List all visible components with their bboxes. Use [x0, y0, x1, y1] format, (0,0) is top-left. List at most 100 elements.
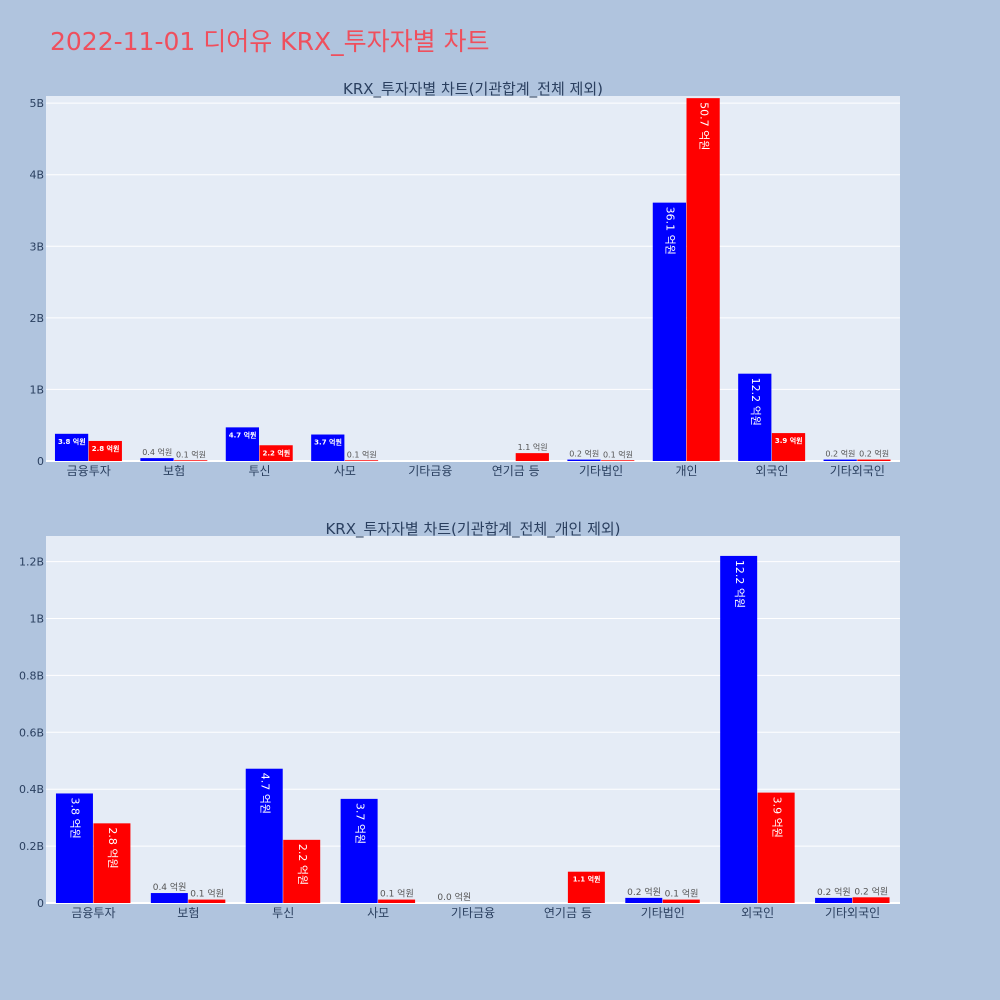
sell-bar	[259, 445, 293, 461]
data-label: 4.7 억원	[229, 430, 257, 439]
x-tick-label: 사모	[367, 906, 389, 920]
sell-bar	[515, 453, 549, 461]
buy-bar	[340, 798, 378, 903]
data-label: 0.4 억원	[153, 881, 187, 893]
buy-bar	[823, 459, 857, 461]
buy-bar	[140, 458, 174, 461]
buy-bar	[567, 459, 601, 461]
sell-bar	[662, 899, 700, 903]
data-label: 3.9 억원	[775, 436, 803, 445]
buy-bar	[245, 768, 283, 903]
sell-bar	[174, 460, 208, 461]
x-tick-label: 투신	[248, 464, 270, 478]
chart-title: KRX_투자자별 차트(기관합계_전체 제외)	[343, 80, 603, 99]
data-label: 0.1 억원	[347, 449, 377, 459]
buy-bar	[150, 893, 188, 903]
buy-bar	[652, 202, 686, 461]
chart-title: KRX_투자자별 차트(기관합계_전체_개인 제외)	[325, 520, 620, 539]
sell-bar	[88, 440, 122, 461]
chart-all-investors: KRX_투자자별 차트(기관합계_전체 제외) 0 1B 2B 3B 4B 5B 금융투자 3.…	[29, 80, 900, 478]
x-tick-label: 연기금 등	[544, 906, 592, 920]
x-tick-label: 사모	[334, 464, 356, 478]
x-tick-label: 금융투자	[71, 906, 115, 920]
data-label: 0.1 억원	[190, 888, 224, 900]
data-label: 3.7 억원	[353, 803, 366, 844]
sell-bar	[757, 792, 795, 903]
buy-bar	[625, 897, 663, 903]
page-title: 2022-11-01 디어유 KRX_투자자별 차트	[50, 27, 490, 56]
y-tick-label: 5B	[29, 97, 44, 110]
data-label: 2.2 억원	[263, 448, 291, 457]
data-label: 2.8 억원	[106, 827, 119, 868]
sell-bar	[378, 899, 416, 903]
data-label: 0.2 억원	[859, 449, 889, 459]
y-tick-label: 0	[37, 897, 44, 910]
sell-bar	[283, 839, 321, 903]
sell-bar	[601, 460, 635, 461]
data-label: 0.2 억원	[854, 885, 888, 897]
data-label: 3.9 억원	[770, 797, 783, 838]
x-tick-label: 연기금 등	[492, 464, 540, 478]
y-tick-label: 1B	[29, 613, 44, 626]
data-label: 0.1 억원	[665, 888, 699, 900]
x-tick-label: 보험	[177, 906, 199, 920]
y-tick-label: 4B	[29, 169, 44, 182]
sell-bar	[93, 823, 131, 903]
data-label: 0.4 억원	[142, 447, 172, 457]
data-label: 2.8 억원	[92, 444, 120, 453]
sell-bar	[344, 460, 379, 461]
y-tick-label: 0.4B	[19, 783, 44, 796]
buy-bar	[225, 427, 259, 461]
x-tick-label: 투신	[272, 906, 294, 920]
data-label: 0.2 억원	[569, 449, 599, 459]
buy-bar	[815, 897, 853, 903]
data-label: 0.2 억원	[817, 886, 851, 898]
x-tick-label: 금융투자	[67, 464, 111, 478]
buy-bar	[54, 433, 89, 461]
data-label: 12.2 억원	[733, 560, 746, 608]
sell-bar	[686, 98, 720, 461]
y-tick-label: 1B	[29, 383, 44, 396]
data-label: 1.1 억원	[573, 875, 601, 884]
data-label: 3.8 억원	[69, 797, 82, 838]
data-label: 36.1 억원	[664, 207, 677, 255]
y-tick-label: 0.8B	[19, 669, 44, 682]
data-label: 1.1 억원	[518, 442, 548, 452]
plot-area	[46, 96, 900, 461]
buy-bar	[720, 555, 758, 903]
x-tick-label: 개인	[675, 464, 697, 478]
data-label: 4.7 억원	[258, 773, 271, 814]
x-tick-label: 기타외국인	[825, 906, 880, 920]
sell-bar	[852, 897, 890, 903]
x-tick-label: 외국인	[755, 464, 788, 478]
x-tick-label: 보험	[163, 464, 185, 478]
y-tick-label: 2B	[29, 312, 44, 325]
x-tick-label: 기타법인	[641, 906, 685, 920]
y-tick-label: 0	[37, 455, 44, 468]
sell-bar	[771, 433, 806, 461]
chart-excluding-individuals: KRX_투자자별 차트(기관합계_전체_개인 제외) 0 0.2B 0.4B 0.6B 0…	[19, 520, 900, 920]
data-label: 2.2 억원	[296, 844, 309, 885]
x-tick-label: 기타금융	[451, 906, 495, 920]
data-label: 0.1 억원	[380, 888, 414, 900]
data-label: 50.7 억원	[697, 102, 710, 150]
y-tick-label: 0.6B	[19, 726, 44, 739]
x-tick-label: 기타법인	[579, 464, 623, 478]
data-label: 0.2 억원	[627, 886, 661, 898]
data-label: 12.2 억원	[749, 378, 762, 426]
y-tick-label: 3B	[29, 240, 44, 253]
data-label: 0.2 억원	[825, 449, 855, 459]
buy-bar	[738, 373, 772, 461]
data-label: 3.7 억원	[314, 438, 342, 447]
data-label: 3.8 억원	[58, 437, 86, 446]
x-tick-label: 기타금융	[408, 464, 452, 478]
sell-bar	[567, 871, 605, 903]
sell-bar	[188, 899, 226, 903]
sell-bar	[857, 459, 891, 461]
x-tick-label: 외국인	[741, 906, 774, 920]
x-tick-label: 기타외국인	[830, 464, 885, 478]
data-label: 0.1 억원	[603, 449, 633, 459]
data-label: 0.0 억원	[437, 891, 471, 903]
data-label: 0.1 억원	[176, 449, 206, 459]
buy-bar	[55, 793, 93, 903]
